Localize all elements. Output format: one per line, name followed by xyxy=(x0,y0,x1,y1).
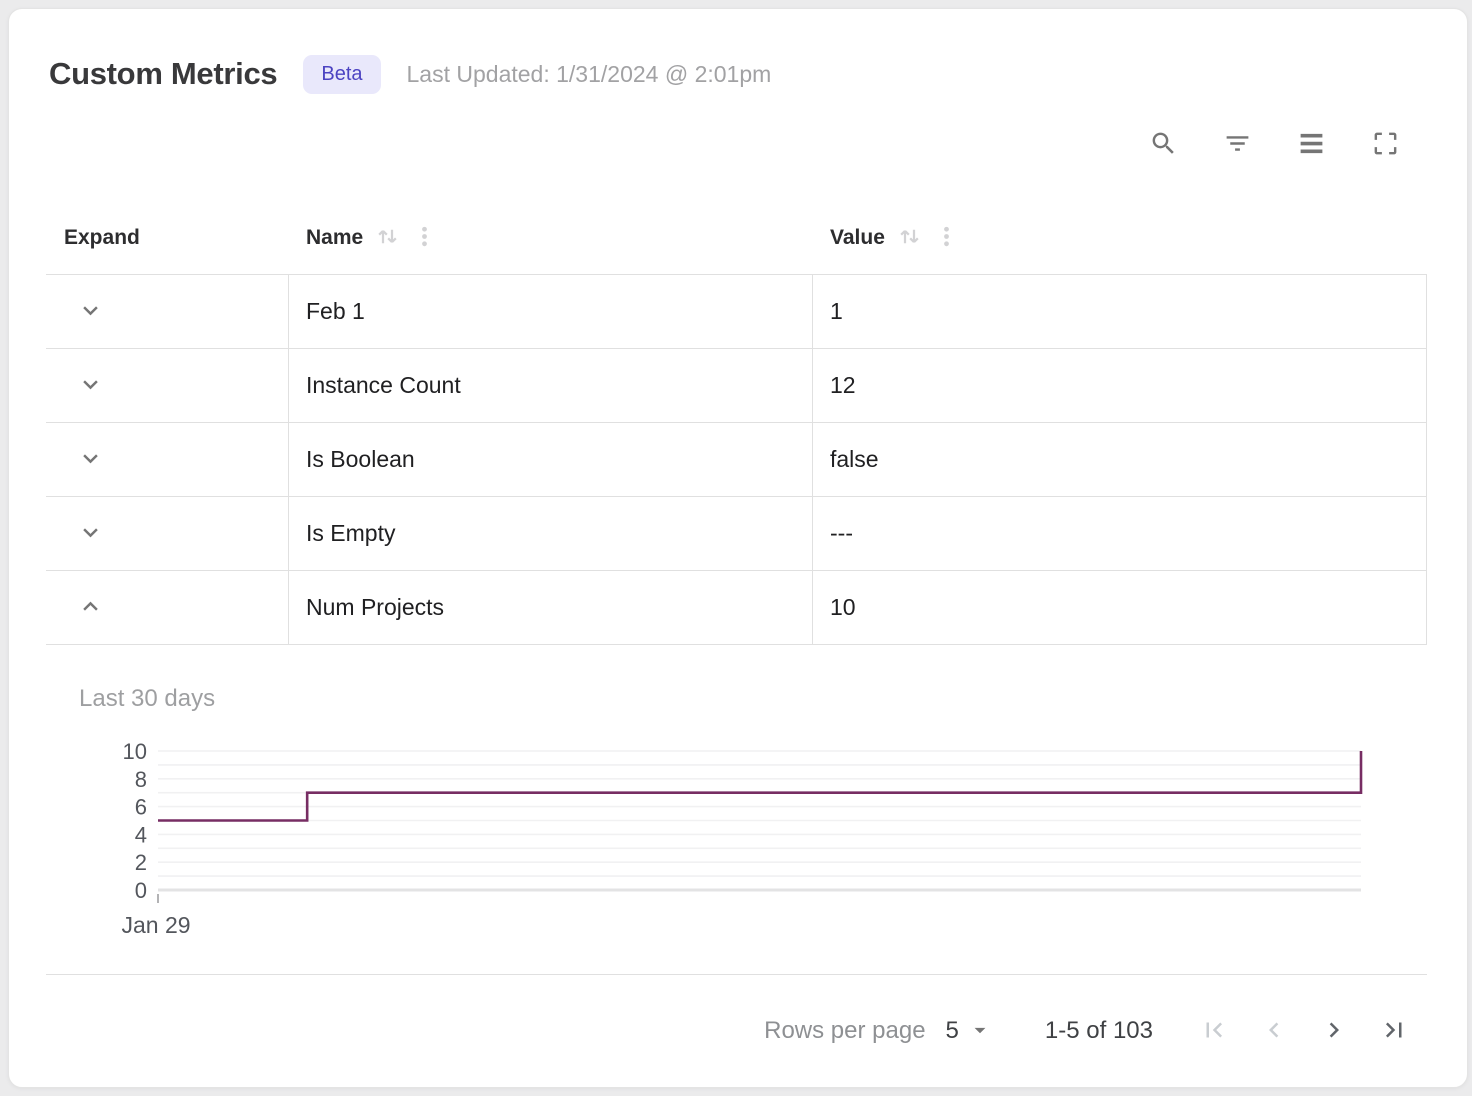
rows-per-page-value: 5 xyxy=(945,1017,959,1044)
cell-name: Feb 1 xyxy=(289,275,813,348)
chart-title: Last 30 days xyxy=(79,685,216,712)
pagination-range-label: 1-5 of 103 xyxy=(1044,1017,1153,1044)
sort-name-button[interactable] xyxy=(374,223,401,253)
pagination-nav xyxy=(1193,1010,1415,1052)
chevron-down-icon xyxy=(76,444,105,476)
previous-page-button[interactable] xyxy=(1253,1010,1295,1052)
svg-text:0: 0 xyxy=(135,878,147,903)
chevron-down-icon xyxy=(76,370,105,402)
last-page-icon xyxy=(1379,1015,1409,1048)
column-header-expand-label: Expand xyxy=(64,225,140,249)
page-header: Custom Metrics Beta Last Updated: 1/31/2… xyxy=(49,51,1467,97)
cell-name: Num Projects xyxy=(289,571,813,644)
metric-step-chart: 0 2 4 6 8 10 Jan 29 xyxy=(9,733,1467,947)
search-button[interactable] xyxy=(1147,129,1179,161)
chevron-right-icon xyxy=(1319,1015,1349,1048)
expand-row-button[interactable] xyxy=(68,364,112,408)
kebab-menu-icon xyxy=(934,224,959,252)
chevron-down-icon xyxy=(76,296,105,328)
table-row-expanded: Num Projects 10 xyxy=(46,571,1427,645)
svg-text:4: 4 xyxy=(135,822,147,847)
next-page-button[interactable] xyxy=(1313,1010,1355,1052)
svg-text:10: 10 xyxy=(123,739,147,764)
collapse-row-button[interactable] xyxy=(68,586,112,630)
expand-row-button[interactable] xyxy=(68,438,112,482)
density-icon xyxy=(1297,129,1326,161)
svg-text:2: 2 xyxy=(135,850,147,875)
filter-icon xyxy=(1223,129,1252,161)
table-row: Feb 1 1 xyxy=(46,275,1427,349)
beta-badge: Beta xyxy=(303,54,381,94)
sort-value-button[interactable] xyxy=(896,223,923,253)
svg-text:Jan 29: Jan 29 xyxy=(121,912,190,938)
sort-arrows-icon xyxy=(374,223,401,253)
column-header-value-label: Value xyxy=(830,225,885,249)
column-header-expand: Expand xyxy=(46,226,289,250)
cell-value: 10 xyxy=(813,571,1427,644)
svg-text:8: 8 xyxy=(135,767,147,792)
rows-per-page-label: Rows per page xyxy=(764,1017,926,1044)
column-header-value[interactable]: Value xyxy=(813,223,1427,253)
step-line-chart: 0 2 46 8 10 Jan 29 xyxy=(121,739,1363,938)
cell-name: Is Boolean xyxy=(289,423,813,496)
first-page-button[interactable] xyxy=(1193,1010,1235,1052)
filter-button[interactable] xyxy=(1221,129,1253,161)
cell-value: --- xyxy=(813,497,1427,570)
sort-arrows-icon xyxy=(896,223,923,253)
cell-name: Is Empty xyxy=(289,497,813,570)
column-header-name[interactable]: Name xyxy=(289,223,813,253)
search-icon xyxy=(1149,129,1178,161)
caret-down-icon xyxy=(967,1017,993,1046)
cell-value: 1 xyxy=(813,275,1427,348)
table-row: Instance Count 12 xyxy=(46,349,1427,423)
page-title: Custom Metrics xyxy=(49,56,278,91)
table-row: Is Boolean false xyxy=(46,423,1427,497)
rows-per-page-select[interactable]: 5 xyxy=(946,1017,993,1046)
density-button[interactable] xyxy=(1295,129,1327,161)
table-row: Is Empty --- xyxy=(46,497,1427,571)
cell-value: 12 xyxy=(813,349,1427,422)
kebab-menu-icon xyxy=(412,224,437,252)
column-header-name-label: Name xyxy=(306,225,364,249)
fullscreen-button[interactable] xyxy=(1369,129,1401,161)
custom-metrics-card: Custom Metrics Beta Last Updated: 1/31/2… xyxy=(8,8,1468,1088)
name-column-menu-button[interactable] xyxy=(412,224,437,252)
first-page-icon xyxy=(1199,1015,1229,1048)
chevron-left-icon xyxy=(1259,1015,1289,1048)
cell-name: Instance Count xyxy=(289,349,813,422)
expand-row-button[interactable] xyxy=(68,290,112,334)
last-updated-text: Last Updated: 1/31/2024 @ 2:01pm xyxy=(406,60,772,87)
table-toolbar xyxy=(9,129,1467,161)
row-detail-panel: Last 30 days 0 2 4 6 8 10 Jan 29 xyxy=(9,685,1467,947)
svg-text:6: 6 xyxy=(135,795,147,820)
value-column-menu-button[interactable] xyxy=(934,224,959,252)
chevron-up-icon xyxy=(76,592,105,624)
fullscreen-icon xyxy=(1371,129,1400,161)
metrics-table: Expand Name Value xyxy=(46,201,1427,645)
table-body: Feb 1 1 Instance Count 12 Is Boole xyxy=(46,274,1427,645)
cell-value: false xyxy=(813,423,1427,496)
table-header-row: Expand Name Value xyxy=(46,201,1427,274)
expand-row-button[interactable] xyxy=(68,512,112,556)
chevron-down-icon xyxy=(76,518,105,550)
last-page-button[interactable] xyxy=(1373,1010,1415,1052)
table-footer: Rows per page 5 1-5 of 103 xyxy=(46,974,1427,1087)
